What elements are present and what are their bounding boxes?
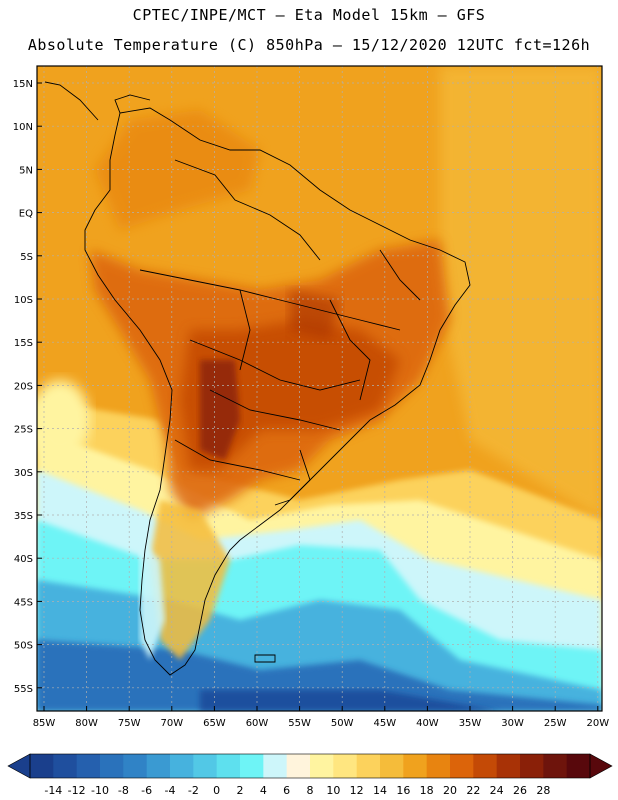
colorbar-label: 28 (536, 784, 550, 797)
map-frame (36, 65, 603, 712)
colorbar-label: 2 (237, 784, 244, 797)
colorbar-label: 10 (326, 784, 340, 797)
colorbar-swatch (170, 754, 194, 778)
colorbar-swatch (380, 754, 404, 778)
longitude-label: 80W (75, 718, 98, 729)
colorbar-label: -2 (188, 784, 199, 797)
colorbar-label: 16 (396, 784, 410, 797)
colorbar-swatch (286, 754, 311, 778)
colorbar-label: 22 (466, 784, 480, 797)
temperature-field (37, 66, 602, 711)
latitude-label: 10S (14, 295, 33, 306)
colorbar-label: -6 (141, 784, 152, 797)
colorbar-label: 8 (307, 784, 314, 797)
colorbar-swatch (403, 754, 428, 778)
colorbar-label: -10 (91, 784, 109, 797)
coastline-and-borders (44, 81, 471, 676)
latitude-labels: 15N 10N 5N EQ 5S 10S 15S 20S 25S 30S 35S 40S 45S 50S 5… (13, 79, 42, 695)
longitude-label: 40W (416, 718, 439, 729)
longitude-label: 60W (246, 718, 269, 729)
longitude-label: 20W (586, 718, 609, 729)
colorbar-swatch (566, 754, 591, 778)
colorbar-swatch (426, 754, 451, 778)
latitude-label: 55S (14, 684, 33, 695)
colorbar-swatch (100, 754, 124, 778)
latitude-label: EQ (19, 209, 33, 220)
colorbar-label: -14 (44, 784, 62, 797)
longitude-label: 55W (288, 718, 311, 729)
colorbar-swatch (263, 754, 288, 778)
longitude-label: 75W (118, 718, 141, 729)
longitude-label: 65W (203, 718, 226, 729)
colorbar-label: 6 (283, 784, 290, 797)
longitude-label: 50W (331, 718, 354, 729)
colorbar-outline (29, 753, 591, 779)
colorbar-swatch (310, 754, 334, 778)
latitude-label: 15N (13, 79, 33, 90)
longitude-label: 30W (501, 718, 524, 729)
colorbar-swatch (520, 754, 544, 778)
latitude-label: 45S (14, 597, 33, 608)
latitude-label: 35S (14, 511, 33, 522)
colorbar-label: 4 (260, 784, 267, 797)
colorbar-label: -4 (165, 784, 176, 797)
title-line-2: Absolute Temperature (C) 850hPa – 15/12/… (27, 36, 591, 54)
latitude-label: 25S (14, 425, 33, 436)
colorbar-swatch (76, 754, 101, 778)
colorbar-swatch (123, 754, 148, 778)
colorbar-label: 18 (420, 784, 434, 797)
longitude-labels: 85W 80W 75W 70W 65W 60W 55W 50W 45W 40W 35W 30W 25W 2… (33, 706, 609, 729)
longitude-label: 35W (459, 718, 482, 729)
latitude-label: 5N (19, 165, 33, 176)
latitude-label: 50S (14, 641, 33, 652)
longitude-label: 70W (160, 718, 183, 729)
colorbar-label: 26 (513, 784, 527, 797)
colorbar-swatch (146, 754, 171, 778)
colorbar-swatch (496, 754, 521, 778)
colorbar: -14 -12 -10 -8 -6 -4 -2 0 2 4 6 8 10 12 14 16 18 20 22 24 26… (7, 753, 613, 797)
title-line-1: CPTEC/INPE/MCT – Eta Model 15km – GFS (132, 6, 486, 24)
longitude-label: 85W (33, 718, 56, 729)
colorbar-label: -8 (118, 784, 129, 797)
colorbar-swatch (356, 754, 381, 778)
colorbar-swatch (450, 754, 474, 778)
colorbar-swatch (53, 754, 78, 778)
colorbar-label: 12 (350, 784, 364, 797)
colorbar-label: 14 (373, 784, 387, 797)
colorbar-swatch (30, 754, 54, 778)
longitude-label: 45W (373, 718, 396, 729)
latitude-label: 30S (14, 468, 33, 479)
colorbar-swatch (473, 754, 498, 778)
colorbar-swatch (216, 754, 241, 778)
colorbar-swatch (240, 754, 264, 778)
longitude-label: 25W (544, 718, 567, 729)
colorbar-label: 20 (443, 784, 457, 797)
latitude-label: 15S (14, 338, 33, 349)
colorbar-label: 0 (213, 784, 220, 797)
colorbar-high-arrow (589, 753, 613, 779)
latitude-label: 5S (20, 252, 33, 263)
colorbar-swatch (543, 754, 568, 778)
latitude-label: 10N (13, 122, 33, 133)
colorbar-label: 24 (490, 784, 504, 797)
colorbar-low-arrow (7, 753, 31, 779)
colorbar-swatch (333, 754, 358, 778)
latitude-label: 40S (14, 554, 33, 565)
graticule (37, 66, 602, 711)
latitude-label: 20S (14, 381, 33, 392)
colorbar-swatch (193, 754, 218, 778)
colorbar-label: -12 (68, 784, 86, 797)
